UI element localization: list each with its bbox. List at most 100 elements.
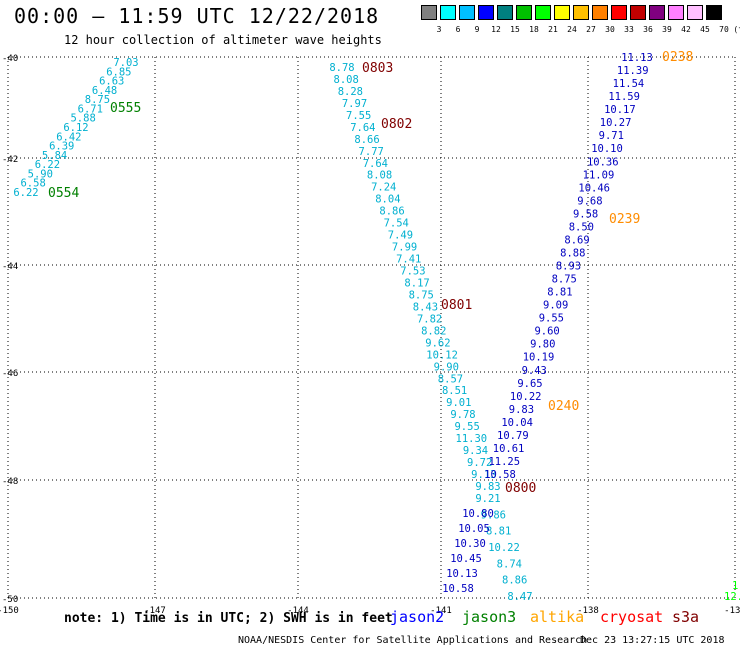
wave-height-value: 9.01 (446, 397, 471, 409)
pass-time-label: 0555 (110, 101, 141, 116)
wave-height-value: 7.55 (346, 110, 371, 122)
wave-height-value: 11.09 (583, 169, 615, 181)
wave-height-value: 10.58 (484, 469, 516, 481)
wave-height-value: 9.58 (573, 208, 598, 220)
wave-height-value: 6.42 (56, 131, 81, 143)
color-scale-label: 24 (567, 25, 577, 34)
color-scale-label: 21 (548, 25, 558, 34)
wave-height-value: 7.82 (417, 313, 442, 325)
color-scale-label: 18 (529, 25, 539, 34)
longitude-tick-label: -135 (724, 606, 740, 616)
color-scale-swatch (497, 5, 513, 20)
wave-height-value: 9.83 (509, 404, 534, 416)
wave-height-value: 9.72 (467, 457, 492, 469)
wave-height-value: 8.75 (552, 274, 577, 286)
pass-time-label: 0239 (609, 212, 640, 227)
latitude-tick-label: -50 (2, 595, 18, 605)
pass-time-label: 0240 (548, 399, 579, 414)
wave-height-value: 10.13 (446, 568, 478, 580)
wave-height-value: 8.43 (413, 301, 438, 313)
color-scale-label: 45 (700, 25, 710, 34)
wave-height-value: 6.85 (106, 66, 131, 78)
color-scale-swatch (706, 5, 722, 20)
pass-time-label: 0554 (48, 186, 79, 201)
wave-height-value: 10.04 (501, 417, 533, 429)
credit-text: NOAA/NESDIS Center for Satellite Applica… (238, 635, 588, 646)
color-scale-swatch (687, 5, 703, 20)
wave-height-value: 10.05 (458, 523, 490, 535)
wave-height-value: 7.64 (363, 158, 388, 170)
wave-height-value: 11.30 (456, 433, 488, 445)
wave-height-value: 6.22 (13, 187, 38, 199)
color-scale-swatch (573, 5, 589, 20)
wave-height-value: 9.83 (475, 481, 500, 493)
wave-height-values: 7.036.856.636.488.756.715.886.126.426.39… (13, 50, 740, 603)
color-scale-label: 27 (586, 25, 596, 34)
color-scale-label: 70 (719, 25, 729, 34)
wave-height-value: 10.12 (426, 349, 458, 361)
pass-time-label: 0802 (381, 117, 412, 132)
color-scale-label: 15 (510, 25, 520, 34)
longitude-tick-label: -138 (577, 606, 599, 616)
color-scale-swatch (592, 5, 608, 20)
color-scale-label: (ft) (733, 25, 740, 34)
wave-height-value: 9.68 (577, 195, 602, 207)
wave-height-value: 9.80 (530, 339, 555, 351)
wave-height-value: 10.22 (488, 542, 520, 554)
legend-item-altika: altika (530, 608, 585, 626)
wave-height-value: 10.61 (493, 443, 525, 455)
generated-timestamp: Dec 23 13:27:15 UTC 2018 (580, 635, 725, 646)
wave-height-value: 6.39 (49, 141, 74, 153)
wave-height-value: 10.80 (462, 508, 494, 520)
wave-height-value: 5.90 (28, 168, 53, 180)
wave-height-value: 8.04 (375, 194, 400, 206)
color-scale-swatch (630, 5, 646, 20)
color-scale-label: 42 (681, 25, 691, 34)
latitude-tick-label: -48 (2, 477, 18, 487)
wave-height-value: 8.93 (556, 261, 581, 273)
wave-height-value: 6.48 (92, 85, 117, 97)
wave-height-value: 9.60 (534, 326, 559, 338)
pass-time-label: 0803 (362, 61, 393, 76)
wave-height-value: 8.75 (85, 94, 110, 106)
legend-item-jason2: jason2 (390, 608, 445, 626)
wave-height-value: 7.03 (113, 57, 138, 69)
latitude-tick-label: -46 (2, 369, 18, 379)
legend-item-jason3: jason3 (462, 608, 517, 626)
wave-height-value: 11.13 (621, 52, 653, 64)
wave-height-value: 6.63 (99, 76, 124, 88)
wave-height-value: 11.54 (613, 78, 645, 90)
units-note: note: 1) Time is in UTC; 2) SWH is in fe… (64, 611, 393, 626)
wave-height-value: 8.47 (507, 591, 532, 603)
wave-height-value: 7.77 (359, 146, 384, 158)
wave-height-value: 7.24 (371, 182, 396, 194)
edge-value: 12.1 (724, 591, 740, 603)
pass-time-label: 0800 (505, 481, 536, 496)
wave-height-value: 9.21 (475, 493, 500, 505)
wave-height-value: 11.39 (617, 65, 649, 77)
wave-height-value: 6.22 (35, 159, 60, 171)
wave-height-value: 10.30 (454, 538, 486, 550)
wave-height-value: 8.86 (502, 575, 527, 587)
wave-height-value: 10.58 (442, 583, 474, 595)
wave-height-value: 7.97 (342, 98, 367, 110)
color-scale-swatch (478, 5, 494, 20)
color-scale-label: 9 (474, 25, 480, 34)
wave-height-value: 9.09 (543, 300, 568, 312)
color-scale-swatch (554, 5, 570, 20)
wave-height-value: 8.50 (569, 221, 594, 233)
wave-height-value: 7.99 (392, 242, 417, 254)
color-scale-swatch (668, 5, 684, 20)
wave-height-value: 6.71 (78, 103, 103, 115)
wave-height-value: 8.82 (421, 325, 446, 337)
axis-tick-labels: -40 -42 -44 -46 -48 -50-150 -147 -144 -141 -138 -1… (0, 54, 740, 616)
wave-height-value: 10.27 (600, 117, 632, 129)
wave-height-value: 10.36 (587, 156, 619, 168)
wave-height-value: 7.49 (388, 230, 413, 242)
wave-height-value: 8.66 (354, 134, 379, 146)
wave-height-value: 7.54 (384, 218, 409, 230)
wave-height-value: 8.28 (338, 86, 363, 98)
wave-height-value: 10.45 (450, 553, 482, 565)
wave-height-value: 7.53 (400, 266, 425, 278)
